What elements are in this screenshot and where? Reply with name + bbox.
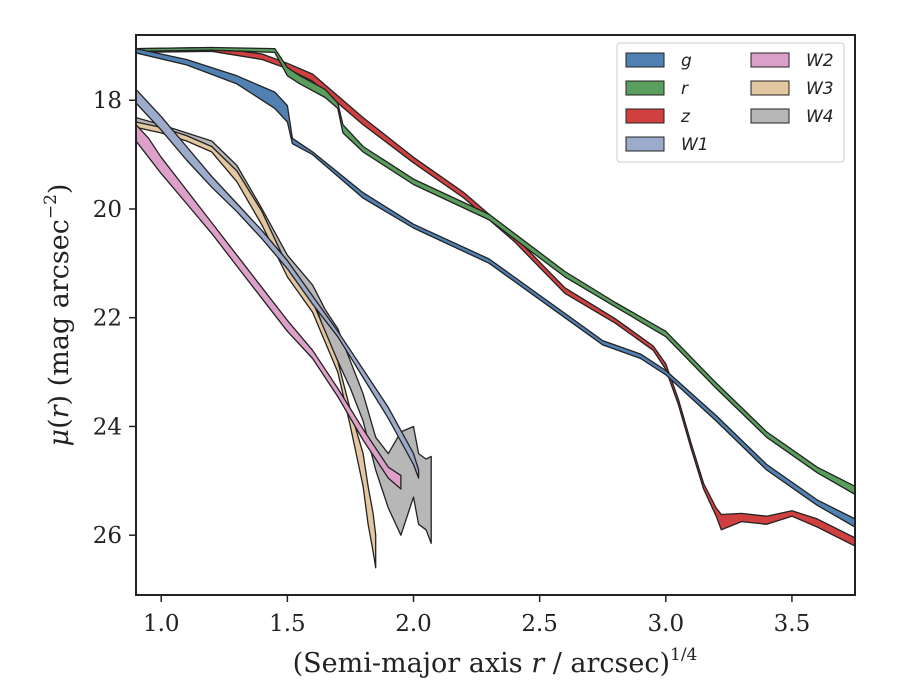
series-band-g (136, 47, 855, 528)
legend-label-g: g (681, 51, 692, 71)
legend-swatch-w2 (750, 52, 790, 68)
y-tick-label: 26 (93, 523, 122, 549)
legend-swatch-w3 (750, 80, 790, 96)
y-axis-label: μ(r) (mag arcsec−2) (41, 184, 75, 447)
legend-label-w1: W1 (681, 135, 709, 155)
legend: grz W1 W2 W3 W4 (616, 42, 845, 163)
x-tick-label: 1.0 (143, 611, 180, 637)
x-axis-label: (Semi-major axis r / arcsec)1/4 (293, 645, 698, 679)
x-tick-label: 3.5 (774, 611, 811, 637)
legend-label-w4: W4 (806, 107, 834, 127)
x-tick-label: 2.5 (521, 611, 558, 637)
legend-swatch-g (625, 52, 665, 68)
series-band-w1 (136, 88, 420, 479)
plot-frame (135, 34, 856, 596)
y-tick-label: 22 (93, 306, 122, 332)
legend-swatch-z (625, 108, 665, 124)
series-band-r (136, 46, 855, 496)
legend-label-z: z (680, 107, 691, 127)
legend-frame (616, 42, 845, 163)
x-tick-label: 1.5 (269, 611, 306, 637)
x-tick-label: 2.0 (395, 611, 432, 637)
y-tick-label: 24 (93, 414, 122, 440)
series-bands (136, 46, 855, 569)
y-axis-ticks: 18 20 22 24 26 (93, 88, 136, 549)
x-axis-ticks: 1.0 1.5 2.0 2.5 3.0 3.5 (143, 595, 810, 637)
legend-swatch-w4 (750, 108, 790, 124)
legend-label-w2: W2 (806, 51, 834, 71)
legend-label-r: r (681, 79, 689, 99)
series-band-w3 (136, 121, 377, 569)
x-tick-label: 3.0 (648, 611, 685, 637)
legend-label-w3: W3 (806, 79, 834, 99)
legend-swatch-w1 (625, 136, 665, 152)
legend-swatch-r (625, 80, 665, 96)
series-band-w2 (136, 124, 402, 490)
y-tick-label: 20 (93, 197, 122, 223)
legend-items: grz W1 W2 W3 W4 (625, 51, 834, 155)
y-tick-label: 18 (93, 88, 122, 114)
